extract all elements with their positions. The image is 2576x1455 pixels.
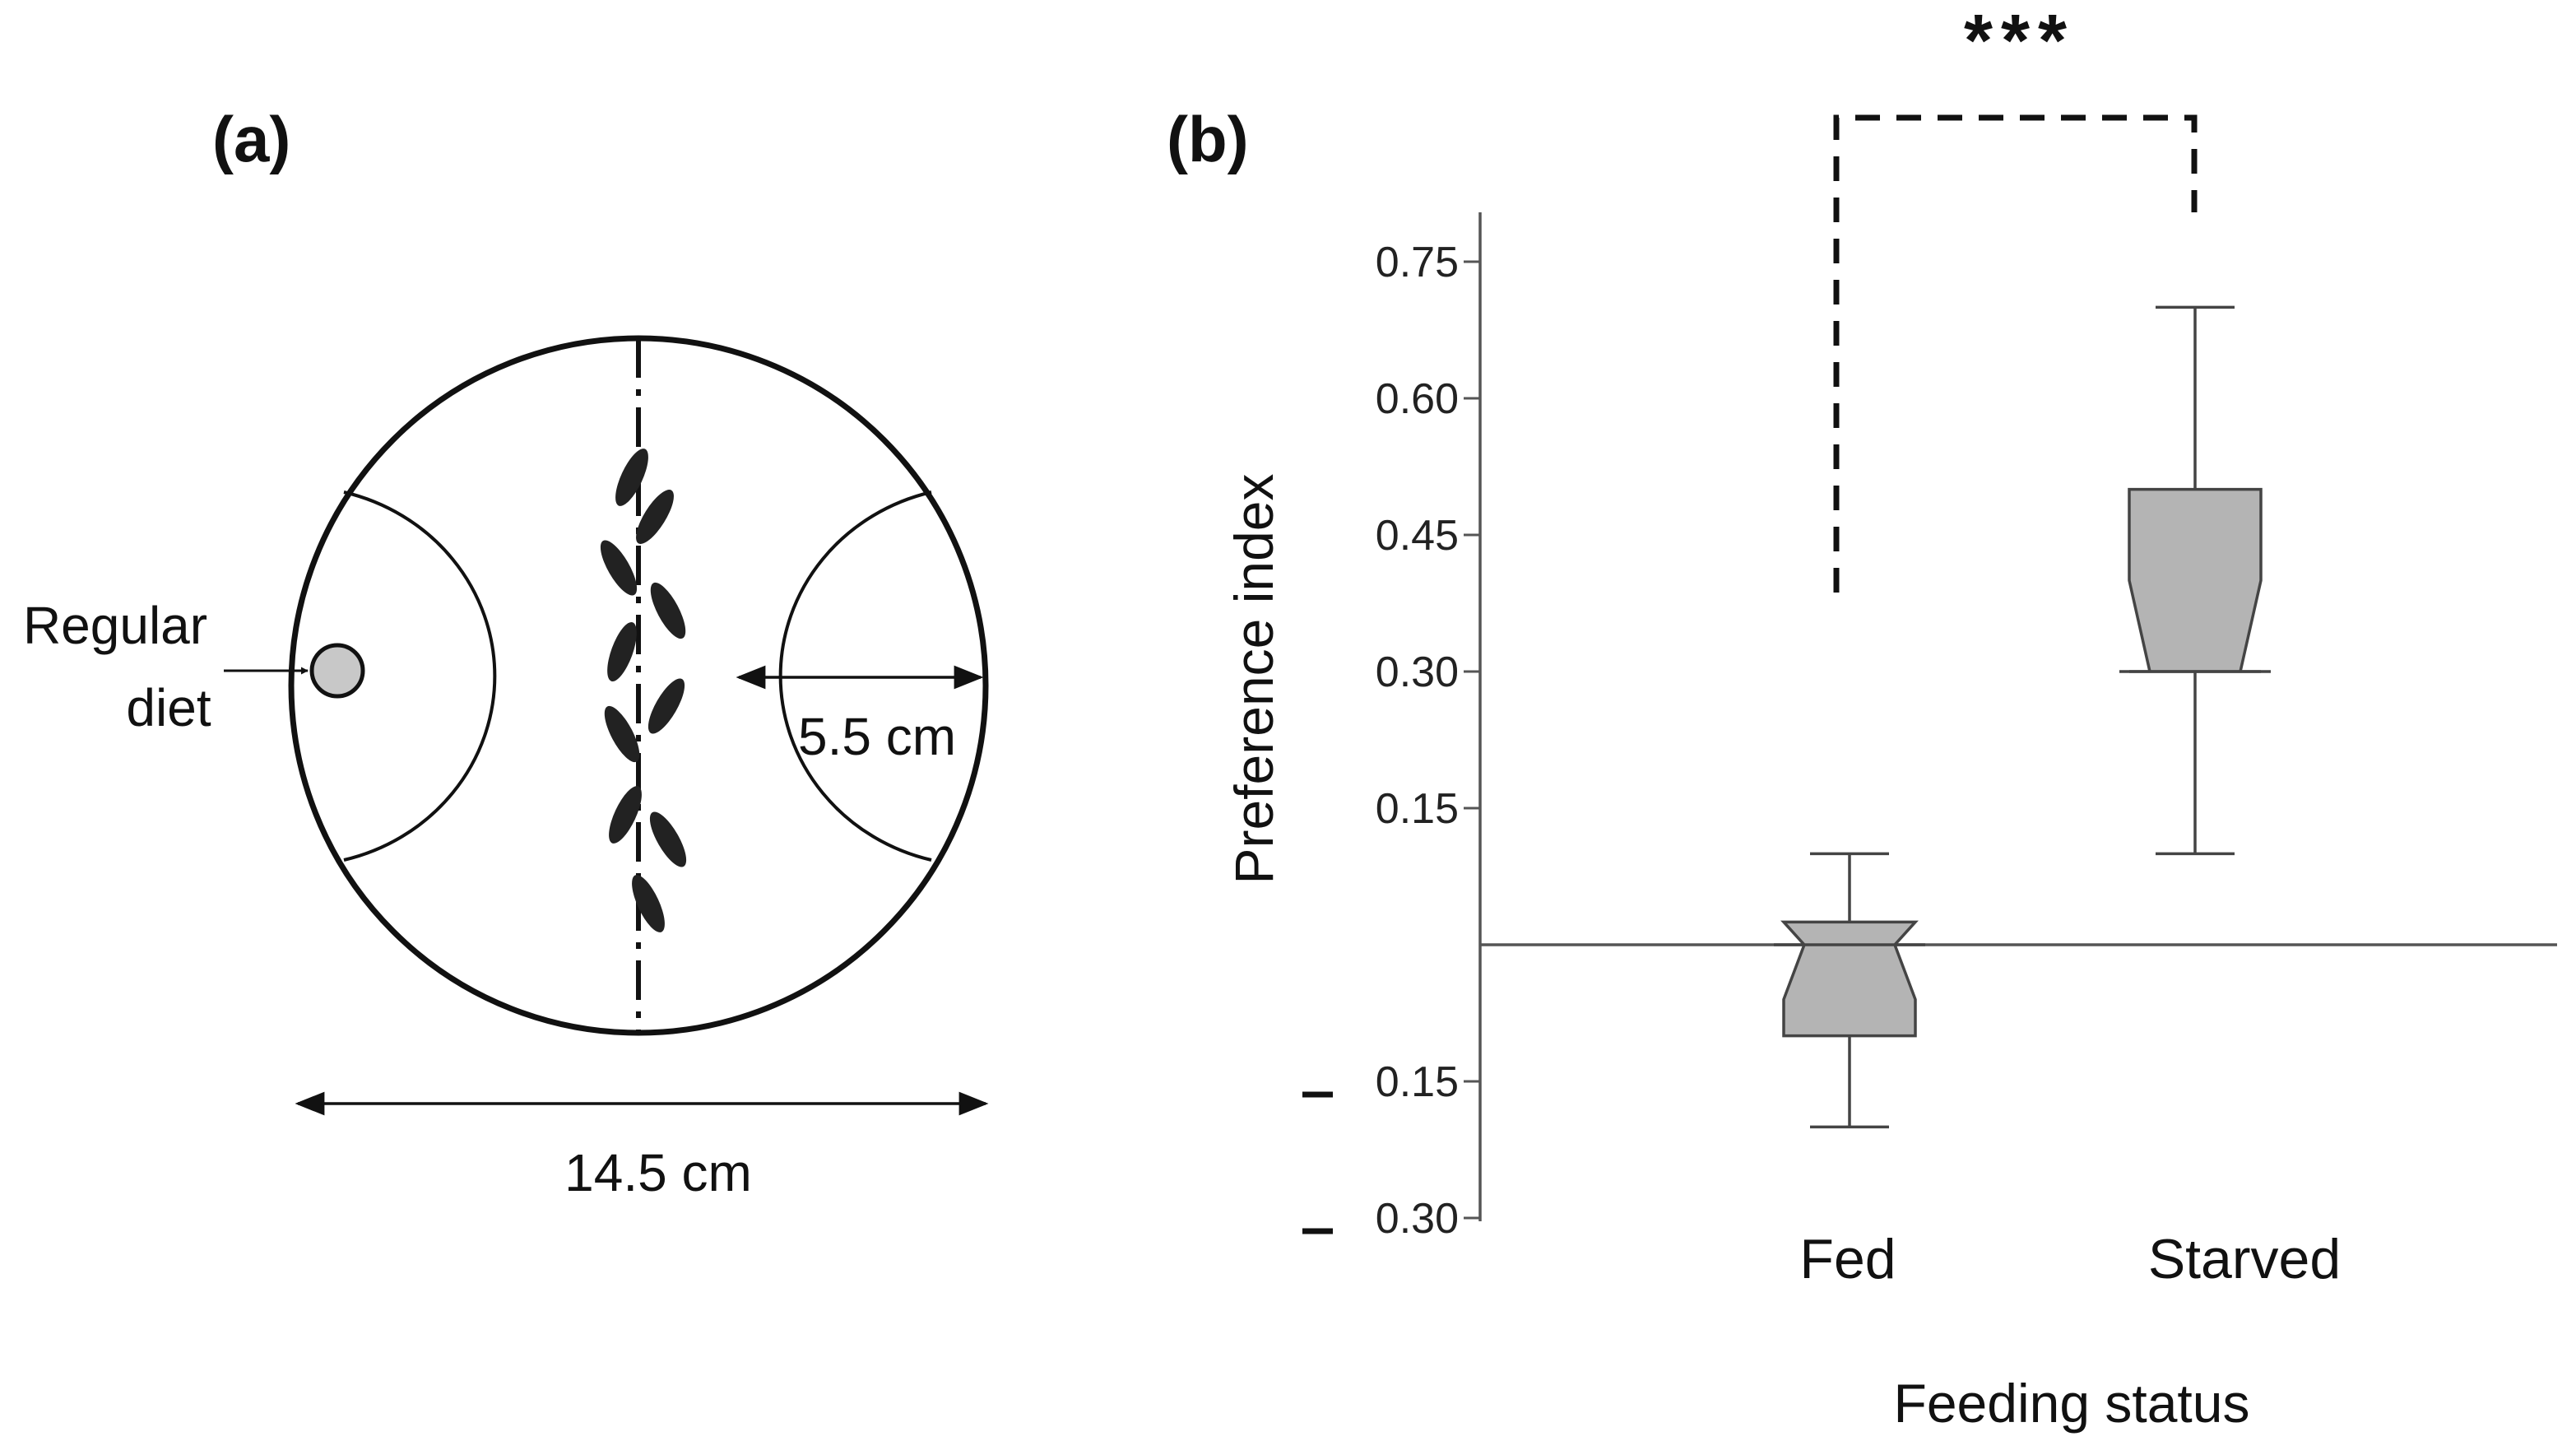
y-ticks: 0.75 0.60 0.45 0.30 0.15 0.15 0.30	[1302, 239, 1480, 1243]
larva-4	[650, 582, 686, 639]
larva-1	[615, 449, 648, 506]
larva-8	[609, 786, 642, 844]
significance-bracket-line	[1833, 114, 2198, 593]
diameter-label: 14.5 cm	[564, 1143, 752, 1202]
y-tick-label-4: 0.15	[1376, 785, 1459, 833]
larva-9	[649, 811, 687, 867]
diet-label-line2: diet	[126, 678, 211, 737]
diet-label-line1: Regular	[23, 596, 207, 655]
left-zone-arc	[343, 490, 497, 862]
panel-a-label: (a)	[212, 103, 290, 175]
y-tick-label-1: 0.60	[1376, 375, 1459, 423]
x-category-label-fed: Fed	[1799, 1228, 1896, 1290]
larva-5	[607, 622, 637, 681]
larva-6	[647, 678, 685, 734]
y-tick-label-5: 0.15	[1376, 1058, 1459, 1106]
x-category-label-starved: Starved	[2148, 1228, 2341, 1290]
larva-2	[636, 490, 674, 544]
y-tick-label-2: 0.45	[1376, 512, 1459, 560]
larva-7	[604, 705, 640, 763]
y-tick-label-3: 0.30	[1376, 648, 1459, 696]
x-category-labels: Fed Starved	[1799, 1228, 2341, 1290]
radius-label: 5.5 cm	[798, 707, 956, 766]
panel-b-label: (b)	[1167, 103, 1249, 175]
regular-diet-dot	[309, 643, 365, 699]
larva-3	[600, 540, 638, 596]
box-plots	[1774, 305, 2271, 1129]
y-axis-title: Preference index	[1223, 474, 1284, 885]
panel-a: (a) Regular diet 5.5 cm	[23, 103, 989, 1202]
significance-label: ***	[1964, 0, 2075, 82]
y-tick-label-0: 0.75	[1376, 239, 1459, 286]
larva-10	[632, 875, 665, 932]
starved-box	[2128, 487, 2263, 673]
larvae-cluster	[600, 449, 687, 932]
significance-bracket: ***	[1833, 0, 2198, 593]
y-tick-label-6: 0.30	[1376, 1195, 1459, 1243]
panel-b: (b) 0.75 0.60 0.45 0.30 0.15 0.15 0.30 *** Fed…	[1167, 0, 2557, 1434]
x-axis-title: Feeding status	[1894, 1373, 2250, 1434]
fed-box	[1780, 920, 1919, 1038]
